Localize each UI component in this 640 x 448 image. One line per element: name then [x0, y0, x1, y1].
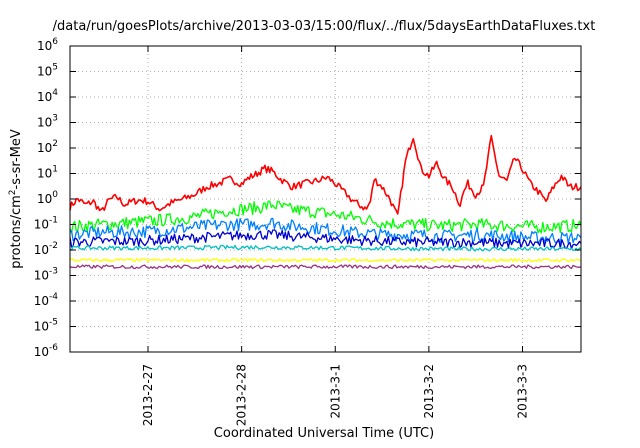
y-tick-label-exponent: 2	[52, 139, 58, 149]
x-axis-title: Coordinated Universal Time (UTC)	[214, 426, 434, 441]
y-tick-label: 10-5	[34, 318, 58, 334]
y-tick-label-base: 10	[34, 218, 49, 232]
y-tick-label: 10-4	[34, 292, 59, 308]
series-line-4	[69, 229, 582, 250]
series-lines	[69, 134, 582, 270]
y-tick-label-base: 10	[37, 192, 52, 206]
y-tick-label-exponent: 4	[52, 88, 58, 98]
y-tick-label-exponent: -1	[49, 216, 58, 226]
y-tick-label: 101	[37, 165, 58, 181]
y-tick-label: 100	[37, 190, 58, 206]
y-tick-label-base: 10	[37, 167, 52, 181]
y-tick-label: 104	[37, 88, 58, 104]
y-tick-label-base: 10	[37, 141, 52, 155]
grid	[70, 46, 581, 352]
x-tick-label: 2013-2-28	[235, 364, 249, 426]
y-tick-label: 10-3	[34, 267, 58, 283]
y-tick-label-exponent: 0	[52, 190, 58, 200]
y-tick-label: 102	[37, 139, 58, 155]
series-line-6	[69, 257, 582, 263]
y-tick-label-exponent: 5	[52, 63, 58, 73]
y-tick-label: 106	[37, 37, 58, 53]
y-tick-label-base: 10	[37, 65, 52, 79]
series-line-7	[69, 264, 582, 270]
x-tick-label: 2013-3-2	[422, 364, 436, 418]
x-axis: 2013-2-27 2013-2-28 2013-3-1 2013-3-2 2013-3…	[141, 46, 529, 426]
y-tick-label-base: 10	[37, 39, 52, 53]
y-tick-label: 10-1	[34, 216, 58, 232]
chart-title: /data/run/goesPlots/archive/2013-03-03/1…	[53, 19, 596, 34]
y-tick-label-base: 10	[37, 90, 52, 104]
y-tick-label-exponent: -5	[49, 318, 58, 328]
series-line-5	[69, 244, 582, 252]
y-axis: 10-610-510-410-310-210-11001011021031041…	[34, 37, 581, 359]
y-tick-label-base: 10	[34, 345, 49, 359]
y-axis-title-base: protons/cm	[9, 195, 24, 269]
x-tick-label: 2013-2-27	[141, 364, 155, 426]
y-tick-label: 10-6	[34, 343, 59, 359]
y-tick-label-base: 10	[34, 320, 49, 334]
series-line-1	[69, 134, 582, 215]
y-tick-label-exponent: -3	[49, 267, 58, 277]
y-axis-title-sup: 2	[8, 189, 18, 195]
y-tick-label: 10-2	[34, 241, 58, 257]
y-tick-label-base: 10	[37, 116, 52, 130]
y-tick-label: 103	[37, 114, 58, 130]
y-tick-label-exponent: -2	[49, 241, 58, 251]
y-axis-title-rest: -s-sr-MeV	[9, 129, 24, 189]
y-tick-label-base: 10	[34, 269, 49, 283]
series-line-3	[69, 217, 582, 245]
y-tick-label-exponent: -4	[49, 292, 58, 302]
y-tick-label-exponent: 1	[52, 165, 58, 175]
y-tick-label-exponent: 6	[52, 37, 58, 47]
y-tick-label-base: 10	[34, 243, 49, 257]
x-tick-label: 2013-3-3	[515, 364, 529, 418]
y-tick-label-exponent: -6	[49, 343, 58, 353]
y-tick-label-base: 10	[34, 294, 49, 308]
series-line-2	[69, 200, 582, 234]
y-tick-label: 105	[37, 63, 58, 79]
y-tick-label-exponent: 3	[52, 114, 58, 124]
y-axis-title: protons/cm2-s-sr-MeV	[8, 129, 24, 269]
x-tick-label: 2013-3-1	[328, 364, 342, 418]
